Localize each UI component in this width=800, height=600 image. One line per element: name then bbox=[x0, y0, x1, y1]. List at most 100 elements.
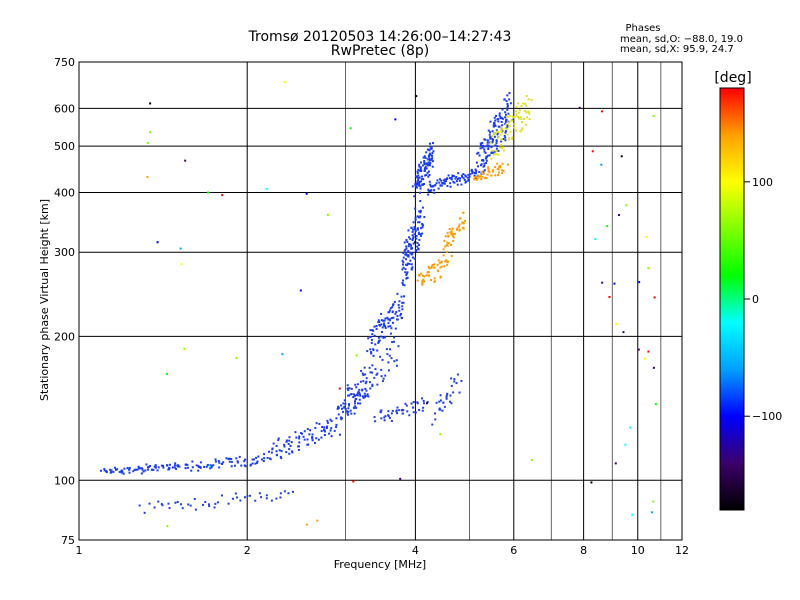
data-point bbox=[525, 111, 528, 114]
data-point bbox=[355, 406, 358, 409]
data-point bbox=[421, 281, 424, 284]
data-point bbox=[342, 402, 345, 405]
data-point bbox=[493, 135, 496, 138]
data-point bbox=[594, 238, 597, 241]
data-point bbox=[415, 250, 418, 253]
data-point bbox=[418, 169, 421, 172]
data-point bbox=[515, 129, 518, 132]
data-point bbox=[197, 469, 200, 472]
data-point bbox=[524, 109, 527, 112]
data-point bbox=[484, 138, 487, 141]
data-point bbox=[467, 179, 470, 182]
data-point bbox=[504, 120, 507, 123]
data-point bbox=[412, 221, 415, 224]
data-point bbox=[469, 173, 472, 176]
data-point bbox=[492, 149, 495, 152]
data-point bbox=[417, 221, 420, 224]
data-point bbox=[236, 461, 239, 464]
data-point bbox=[410, 244, 413, 247]
data-point bbox=[324, 430, 327, 433]
data-point bbox=[364, 373, 367, 376]
x-tick-label-2: 4 bbox=[412, 544, 419, 557]
data-point bbox=[450, 243, 453, 246]
data-point bbox=[371, 329, 374, 332]
data-point bbox=[518, 109, 521, 112]
data-point bbox=[173, 464, 176, 467]
data-point bbox=[430, 189, 433, 192]
x-tick-label-3: 6 bbox=[510, 544, 517, 557]
data-point bbox=[530, 98, 533, 101]
data-point bbox=[423, 162, 426, 165]
data-point bbox=[275, 450, 278, 453]
data-point bbox=[477, 174, 480, 177]
data-point bbox=[265, 494, 268, 497]
data-point bbox=[411, 266, 414, 269]
data-point bbox=[138, 504, 141, 507]
data-point bbox=[249, 464, 252, 467]
data-point bbox=[458, 229, 461, 232]
data-point bbox=[418, 216, 421, 219]
data-point bbox=[456, 228, 459, 231]
data-point bbox=[421, 409, 424, 412]
data-point bbox=[380, 323, 383, 326]
data-point bbox=[427, 271, 430, 274]
data-point bbox=[330, 435, 333, 438]
data-point bbox=[137, 465, 140, 468]
data-point bbox=[422, 178, 425, 181]
data-point bbox=[452, 175, 455, 178]
data-point bbox=[481, 141, 484, 144]
data-point bbox=[391, 409, 394, 412]
data-point bbox=[407, 255, 410, 258]
data-point bbox=[288, 439, 291, 442]
data-point bbox=[184, 467, 187, 470]
data-point bbox=[396, 315, 399, 318]
data-point bbox=[414, 230, 417, 233]
phases-title: Phases bbox=[625, 23, 660, 34]
data-point bbox=[451, 227, 454, 230]
data-point bbox=[320, 436, 323, 439]
data-point bbox=[227, 502, 230, 505]
data-point bbox=[497, 153, 500, 156]
data-point bbox=[298, 441, 301, 444]
data-point bbox=[500, 130, 503, 133]
data-point bbox=[240, 464, 243, 467]
data-point bbox=[422, 278, 425, 281]
data-point bbox=[410, 267, 413, 270]
data-point bbox=[270, 451, 273, 454]
data-point bbox=[300, 432, 303, 435]
data-point bbox=[271, 448, 274, 451]
data-point bbox=[422, 224, 425, 227]
data-point bbox=[218, 461, 221, 464]
data-point bbox=[194, 508, 197, 511]
data-point bbox=[389, 332, 392, 335]
data-point bbox=[399, 477, 402, 480]
data-point bbox=[468, 175, 471, 178]
data-point bbox=[507, 163, 510, 166]
data-point bbox=[326, 425, 329, 428]
data-point bbox=[437, 187, 440, 190]
data-point bbox=[305, 192, 308, 195]
data-point bbox=[381, 358, 384, 361]
data-point bbox=[444, 235, 447, 238]
data-point bbox=[501, 172, 504, 175]
data-point bbox=[420, 178, 423, 181]
data-point bbox=[419, 191, 422, 194]
data-point bbox=[311, 439, 314, 442]
data-point bbox=[601, 281, 604, 284]
data-point bbox=[350, 392, 353, 395]
data-point bbox=[518, 117, 521, 120]
data-point bbox=[428, 164, 431, 167]
data-point bbox=[486, 139, 489, 142]
y-tick-label-0: 75 bbox=[61, 534, 75, 547]
data-point bbox=[411, 230, 414, 233]
data-point bbox=[365, 389, 368, 392]
data-point bbox=[387, 361, 390, 364]
data-point bbox=[382, 336, 385, 339]
data-point bbox=[369, 336, 372, 339]
data-point bbox=[361, 389, 364, 392]
data-point bbox=[340, 417, 343, 420]
data-point bbox=[408, 236, 411, 239]
data-point bbox=[445, 259, 448, 262]
x-tick-label-4: 8 bbox=[580, 544, 587, 557]
data-point bbox=[254, 462, 257, 465]
